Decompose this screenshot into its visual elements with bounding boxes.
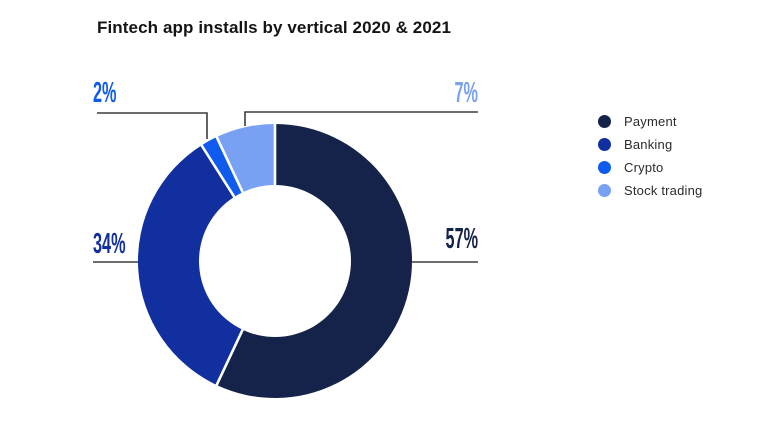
segment-separator [214, 327, 245, 388]
legend: Payment Banking Crypto Stock trading [598, 110, 702, 202]
segment-banking [138, 145, 243, 385]
legend-item-stock-trading: Stock trading [598, 179, 702, 202]
legend-label: Payment [624, 114, 677, 129]
chart-title: Fintech app installs by vertical 2020 & … [97, 18, 452, 37]
leader-lines [93, 111, 478, 263]
crypto-color-dot-icon [598, 161, 611, 174]
segment-separator [214, 134, 245, 195]
segment-payment [216, 124, 412, 398]
donut-segments [138, 124, 412, 398]
leader-line-crypto [97, 112, 208, 139]
legend-item-payment: Payment [598, 110, 702, 133]
leader-line-stock-trading [244, 111, 478, 126]
segment-separator [199, 142, 237, 200]
payment-color-dot-icon [598, 115, 611, 128]
stock-trading-color-dot-icon [598, 184, 611, 197]
segment-stock-trading [216, 124, 275, 193]
slice-label-banking: 34% [93, 228, 126, 260]
legend-item-crypto: Crypto [598, 156, 702, 179]
banking-color-dot-icon [598, 138, 611, 151]
donut-separators [199, 122, 277, 388]
legend-label: Stock trading [624, 183, 703, 198]
slice-label-stock-trading: 7% [454, 77, 478, 109]
legend-label: Crypto [624, 160, 664, 175]
slice-label-payment: 57% [445, 223, 478, 255]
segment-crypto [201, 137, 243, 197]
legend-label: Banking [624, 137, 673, 152]
legend-item-banking: Banking [598, 133, 702, 156]
slice-label-crypto: 2% [93, 77, 117, 109]
